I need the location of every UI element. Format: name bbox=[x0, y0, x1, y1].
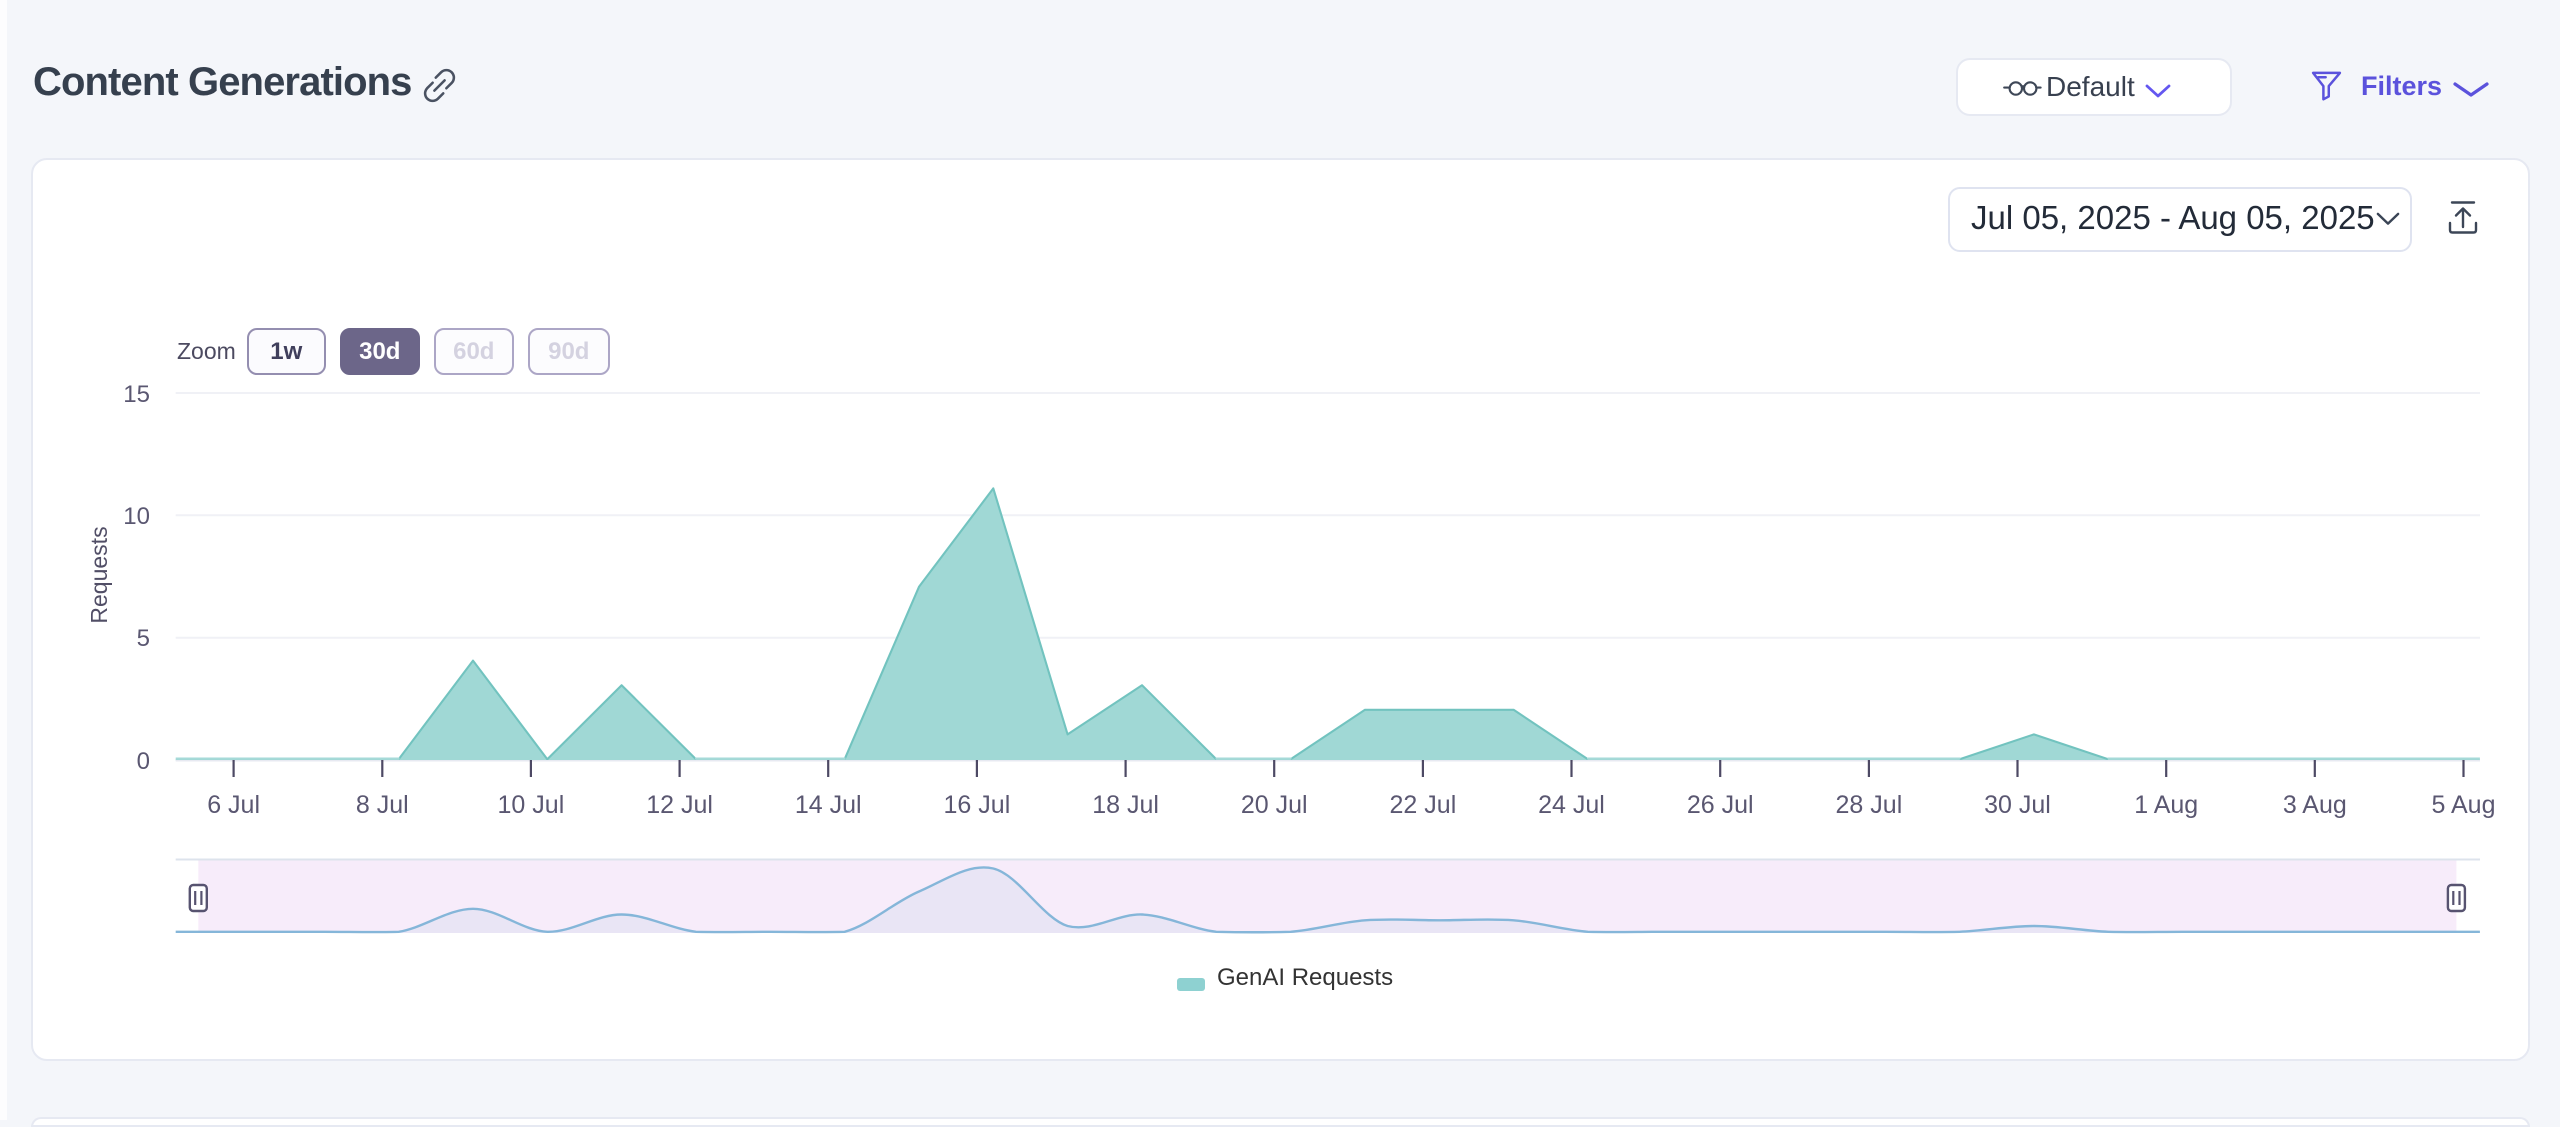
svg-text:6 Jul: 6 Jul bbox=[207, 791, 260, 819]
svg-text:30 Jul: 30 Jul bbox=[1984, 791, 2051, 819]
svg-text:0: 0 bbox=[137, 748, 150, 775]
svg-text:14 Jul: 14 Jul bbox=[795, 791, 862, 819]
svg-text:24 Jul: 24 Jul bbox=[1538, 791, 1605, 819]
svg-text:3 Aug: 3 Aug bbox=[2283, 791, 2347, 819]
svg-text:20 Jul: 20 Jul bbox=[1241, 791, 1308, 819]
svg-text:22 Jul: 22 Jul bbox=[1390, 791, 1457, 819]
svg-text:10: 10 bbox=[123, 503, 150, 530]
svg-text:26 Jul: 26 Jul bbox=[1687, 791, 1754, 819]
svg-text:8 Jul: 8 Jul bbox=[356, 791, 409, 819]
svg-text:5 Aug: 5 Aug bbox=[2432, 791, 2496, 819]
svg-text:1 Aug: 1 Aug bbox=[2134, 791, 2198, 819]
svg-text:10 Jul: 10 Jul bbox=[498, 791, 565, 819]
svg-text:18 Jul: 18 Jul bbox=[1092, 791, 1159, 819]
svg-text:Requests: Requests bbox=[86, 526, 112, 623]
svg-text:15: 15 bbox=[123, 381, 150, 408]
svg-text:5: 5 bbox=[137, 625, 150, 652]
svg-text:12 Jul: 12 Jul bbox=[646, 791, 713, 819]
svg-text:28 Jul: 28 Jul bbox=[1836, 791, 1903, 819]
svg-text:16 Jul: 16 Jul bbox=[944, 791, 1011, 819]
